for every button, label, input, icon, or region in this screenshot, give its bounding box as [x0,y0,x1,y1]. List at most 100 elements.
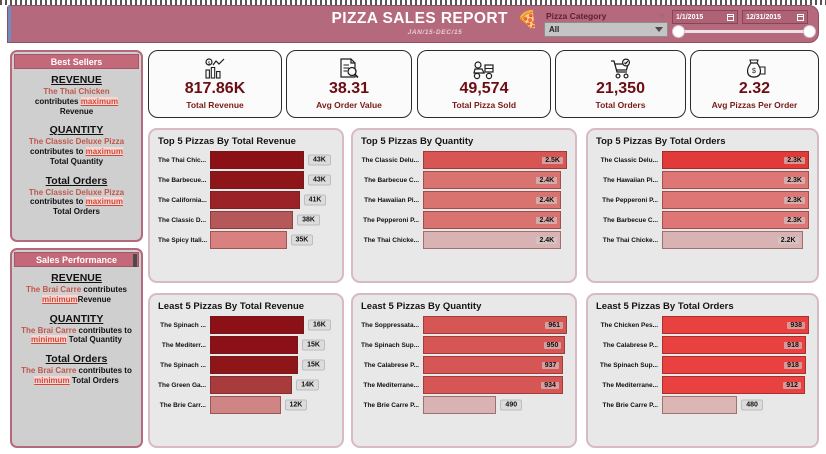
bar-category-label: The Mediterr... [161,341,206,349]
bar-fill[interactable]: 950 [423,336,566,354]
bar-row[interactable]: The Spinach ... 15K [158,356,334,374]
bar-row[interactable]: The Barbecue C... 2.3K [596,211,809,229]
bar-chart: The Soppressata... 961 The Spinach Sup... 9… [361,316,567,416]
bar-row[interactable]: The Hawaiian Pi... 2.4K [361,191,567,209]
bar-category-label: The Hawaiian Pi... [603,176,658,184]
calendar-icon[interactable] [797,13,804,21]
bar-value-label: 480 [741,399,763,411]
bar-row[interactable]: The Pepperoni P... 2.4K [361,211,567,229]
chevron-up-icon[interactable] [658,14,666,18]
bar-fill[interactable] [210,336,299,354]
slider-handle-start[interactable] [672,25,685,38]
bar-row[interactable]: The California... 41K [158,191,334,209]
bar-fill[interactable]: 2.3K [662,191,809,209]
insight-metric: Total Quantity [68,335,122,345]
bar-fill[interactable]: 2.2K [662,231,803,249]
bar-category-label: The Classic Delu... [600,156,658,164]
bar-row[interactable]: The Calabrese P... 937 [361,356,567,374]
kpi-card-total-revenue: $ 817.86K Total Revenue [148,50,282,118]
calendar-icon[interactable] [727,13,734,21]
bar-fill[interactable] [210,151,304,169]
best-sellers-panel: Best Sellers REVENUE The Thai Chicken co… [10,50,143,242]
bar-fill[interactable]: 912 [662,376,805,394]
bar-row[interactable]: The Classic Delu... 2.5K [361,151,567,169]
kpi-label: Total Revenue [186,99,244,110]
bar-fill[interactable]: 2.3K [662,151,809,169]
bar-category-label: The Calabrese P... [363,361,419,369]
bar-track: 2.2K [662,231,809,249]
bar-row[interactable]: The Brie Carre P... 480 [596,396,809,414]
bar-fill[interactable] [210,316,304,334]
bar-value-label: 38K [297,214,320,226]
bar-row[interactable]: The Thai Chicke... 2.2K [596,231,809,249]
bar-fill[interactable] [210,211,294,229]
bar-fill[interactable] [210,396,281,414]
chevron-down-icon[interactable] [655,27,663,32]
bar-category-label: The Pepperoni P... [363,216,419,224]
bar-fill[interactable] [210,231,287,249]
bar-value-label: 2.4K [536,236,558,244]
bar-row[interactable]: The Barbecue C... 2.4K [361,171,567,189]
bar-row[interactable]: The Barbecue... 43K [158,171,334,189]
bar-row[interactable]: The Mediterrane... 934 [361,376,567,394]
bar-fill[interactable] [210,171,304,189]
bar-fill[interactable] [210,356,299,374]
bar-row[interactable]: The Mediterrane... 912 [596,376,809,394]
panel-scrollbar[interactable] [133,254,137,267]
bar-row[interactable]: The Chicken Pes... 938 [596,316,809,334]
bar-row[interactable]: The Spinach Sup... 950 [361,336,567,354]
kpi-label: Total Pizza Sold [451,99,517,110]
date-start-field[interactable]: 1/1/2015 [672,10,738,24]
bar-row[interactable]: The Spinach Sup... 918 [596,356,809,374]
bar-fill[interactable]: 918 [662,356,806,374]
pizza-category-select[interactable]: All [544,22,668,37]
revenue-chart-icon: $ [203,58,227,80]
bar-track: 38K [210,211,334,229]
bar-row[interactable]: The Mediterr... 15K [158,336,334,354]
bar-track: 938 [662,316,809,334]
slider-handle-end[interactable] [803,25,816,38]
bar-fill[interactable]: 2.4K [423,191,562,209]
bar-row[interactable]: The Spicy Itali... 35K [158,231,334,249]
bar-row[interactable]: The Hawaiian Pi... 2.3K [596,171,809,189]
bar-row[interactable]: The Thai Chicke... 2.4K [361,231,567,249]
bar-category-label: The Thai Chicke... [363,236,419,244]
bar-fill[interactable]: 937 [423,356,564,374]
bar-value-label: 41K [303,194,327,206]
bar-fill[interactable]: 2.4K [423,231,562,249]
date-range-slider[interactable] [672,25,816,38]
bar-fill[interactable] [662,396,738,414]
bar-row[interactable]: The Brie Carr... 12K [158,396,334,414]
bar-row[interactable]: The Calabrese P... 918 [596,336,809,354]
bar-fill[interactable] [423,396,497,414]
bar-fill[interactable] [210,376,293,394]
bar-category-label: The Barbecue C... [364,176,419,184]
bar-row[interactable]: The Classic D... 38K [158,211,334,229]
chart-title: Least 5 Pizzas By Total Revenue [158,301,305,312]
bar-fill[interactable]: 2.5K [423,151,567,169]
bar-row[interactable]: The Spinach ... 16K [158,316,334,334]
insight-title: REVENUE [51,272,102,284]
bar-row[interactable]: The Soppressata... 961 [361,316,567,334]
bar-track: 35K [210,231,334,249]
bar-fill[interactable]: 918 [662,336,806,354]
bar-row[interactable]: The Brie Carre P... 490 [361,396,567,414]
bar-row[interactable]: The Thai Chic... 43K [158,151,334,169]
bar-fill[interactable]: 2.4K [423,211,562,229]
insight-metric: Total Orders [71,375,119,385]
bar-fill[interactable] [210,191,300,209]
bar-fill[interactable]: 2.3K [662,171,809,189]
insight-text: The Brai Carre contributes minimumRevenu… [17,285,136,305]
bar-fill[interactable]: 2.4K [423,171,562,189]
bar-row[interactable]: The Pepperoni P... 2.3K [596,191,809,209]
bar-fill[interactable]: 2.3K [662,211,809,229]
date-range-slicer[interactable]: 1/1/2015 12/31/2015 [672,10,820,42]
bar-fill[interactable]: 934 [423,376,563,394]
bar-fill[interactable]: 938 [662,316,809,334]
bar-fill[interactable]: 961 [423,316,567,334]
bar-row[interactable]: The Classic Delu... 2.3K [596,151,809,169]
pizza-category-filter[interactable]: Pizza Category All [544,11,668,37]
bar-track: 2.4K [423,211,567,229]
bar-row[interactable]: The Green Ga... 14K [158,376,334,394]
date-end-field[interactable]: 12/31/2015 [742,10,808,24]
